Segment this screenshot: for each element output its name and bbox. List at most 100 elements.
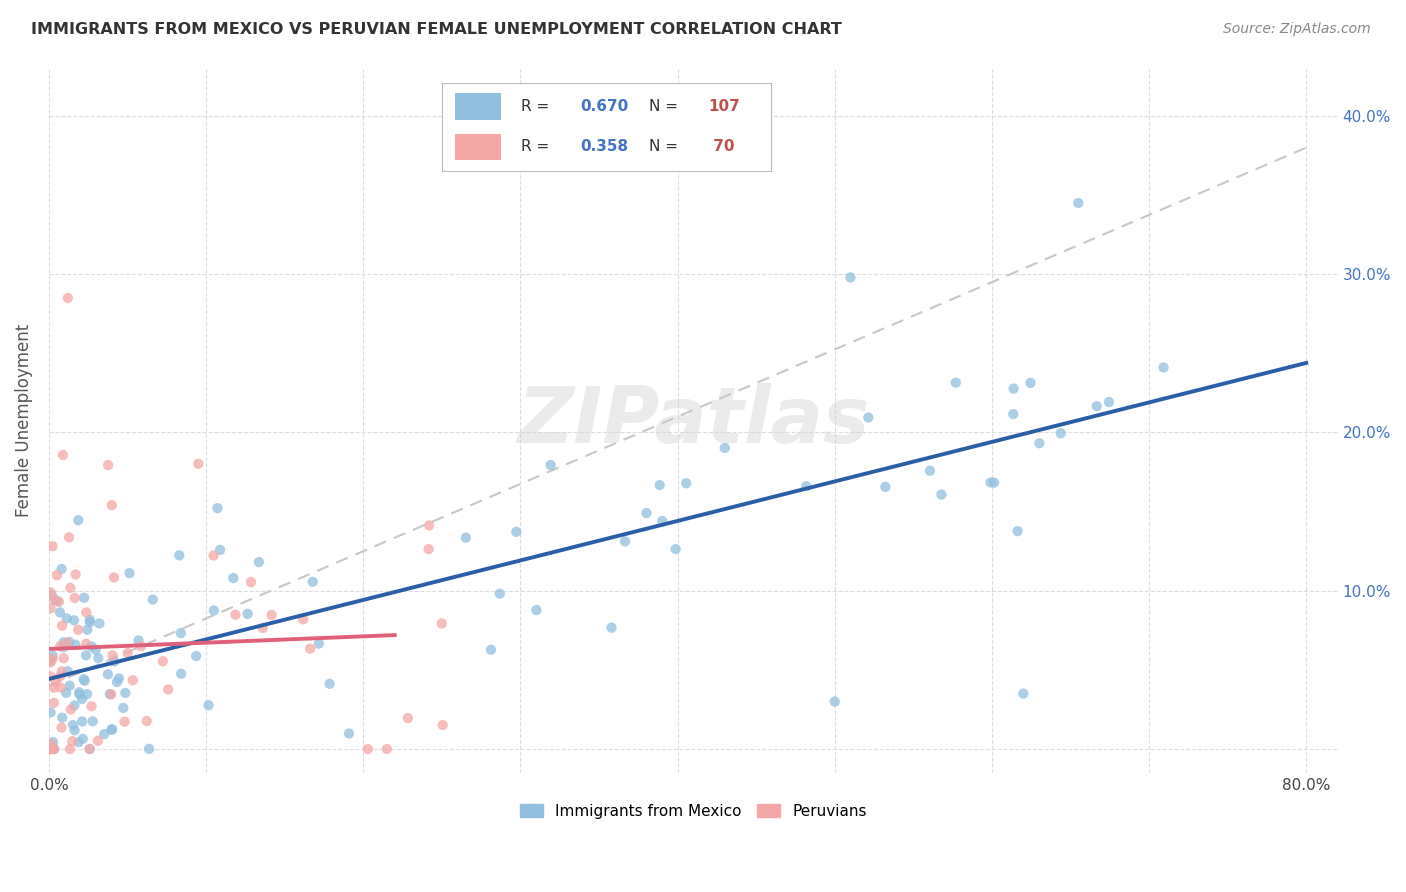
Point (59, 702, 82, 716)
Point (75, 648, 97, 663)
Point (396, 711, 419, 725)
Point (39, 653, 62, 667)
Point (247, 555, 270, 569)
Point (55, 686, 77, 700)
Point (41, 651, 63, 665)
Point (41, 648, 63, 663)
Point (103, 655, 125, 669)
Point (540, 458, 562, 472)
Point (75, 637, 97, 651)
Point (41, 742, 63, 756)
Point (73, 673, 96, 688)
Point (454, 531, 477, 545)
Point (101, 723, 124, 737)
Point (41, 539, 63, 553)
Point (72, 731, 94, 746)
Point (59, 742, 82, 756)
Point (169, 549, 191, 563)
Point (52, 651, 75, 665)
Point (600, 621, 623, 635)
Point (51, 562, 73, 576)
Y-axis label: Female Unemployment: Female Unemployment (15, 324, 32, 517)
Text: Source: ZipAtlas.com: Source: ZipAtlas.com (1223, 22, 1371, 37)
Point (67, 623, 90, 637)
Point (41, 742, 63, 756)
Point (73, 672, 96, 686)
Point (100, 687, 122, 701)
Point (207, 501, 229, 516)
Point (875, 480, 897, 494)
Point (121, 673, 143, 688)
Point (1098, 395, 1121, 409)
Point (79, 742, 101, 756)
Point (79, 615, 101, 630)
Point (858, 410, 880, 425)
Point (76, 687, 98, 701)
Point (1067, 196, 1090, 211)
Point (135, 714, 157, 728)
Point (202, 549, 225, 563)
Point (138, 741, 160, 756)
Point (839, 270, 862, 285)
Point (114, 686, 136, 700)
Point (308, 637, 330, 651)
Point (97, 458, 120, 472)
Point (67, 685, 90, 699)
Point (103, 570, 125, 584)
Point (186, 649, 208, 664)
Point (318, 677, 340, 691)
Point (42, 696, 65, 710)
Legend: Immigrants from Mexico, Peruvians: Immigrants from Mexico, Peruvians (515, 797, 873, 825)
Point (101, 498, 124, 512)
Point (222, 571, 245, 585)
Point (76, 623, 98, 637)
Point (1049, 426, 1071, 441)
Point (98, 687, 121, 701)
Point (488, 587, 510, 601)
Point (80, 699, 103, 714)
Point (58, 635, 80, 649)
Point (87, 733, 110, 747)
Point (260, 607, 283, 622)
Point (170, 666, 193, 681)
Point (79, 742, 101, 756)
Point (129, 639, 152, 653)
Point (42, 742, 65, 756)
Point (70, 692, 93, 706)
Point (39, 742, 62, 756)
Point (824, 694, 846, 708)
Point (240, 575, 263, 590)
Point (63, 723, 86, 738)
Point (170, 626, 193, 640)
Point (84, 642, 107, 657)
Point (75, 606, 97, 620)
Point (505, 524, 527, 539)
Point (45, 674, 67, 689)
Point (430, 616, 453, 631)
Point (62, 718, 84, 732)
Point (252, 621, 274, 635)
Point (794, 479, 817, 493)
Point (49, 605, 72, 619)
Point (224, 607, 246, 622)
Point (117, 646, 139, 660)
Point (42, 735, 65, 749)
Point (713, 441, 735, 455)
Point (292, 612, 315, 626)
Point (80, 640, 103, 654)
Point (108, 672, 131, 686)
Point (128, 633, 150, 648)
Point (648, 478, 671, 492)
Point (945, 376, 967, 390)
Point (59, 679, 82, 693)
Point (93, 727, 115, 741)
Point (70, 714, 93, 729)
Point (39, 669, 62, 683)
Point (49, 669, 72, 683)
Point (1012, 687, 1035, 701)
Point (142, 592, 165, 607)
Point (39, 737, 62, 751)
Text: ZIPatlas: ZIPatlas (517, 383, 869, 458)
Point (55, 611, 77, 625)
Point (63, 591, 86, 605)
